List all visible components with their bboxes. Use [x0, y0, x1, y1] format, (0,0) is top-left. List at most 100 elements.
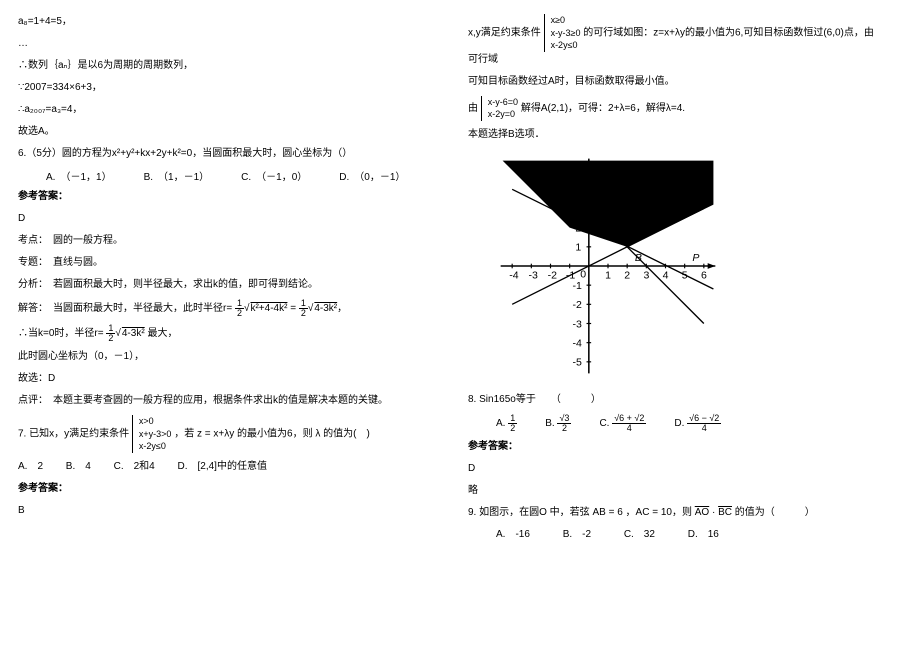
- feasible-region-graph: -4-3 -2-1 12 34 56 12 34 5 -1-2 -3-4 -5 …: [478, 151, 882, 384]
- q6-b: B. （1，－1）: [144, 168, 210, 183]
- jieda-suf: ，: [337, 303, 347, 314]
- q7-sys2: x+y-3>0: [139, 428, 172, 441]
- text: ∵2007=334×6+3，: [18, 80, 432, 96]
- q7-sys1: x>0: [139, 415, 172, 428]
- q7-choices: A. 2 B. 4 C. 2和4 D. [2,4]中的任意值: [18, 459, 432, 475]
- r3a: 由: [468, 103, 478, 114]
- kaodian: 考点： 圆的一般方程。: [18, 233, 432, 249]
- q9-ao: AO: [695, 507, 709, 518]
- r2: 可知目标函数经过A时，目标函数取得最小值。: [468, 74, 882, 90]
- answer-d-2: D: [468, 461, 882, 477]
- svg-text:-3: -3: [528, 269, 538, 281]
- rsys1: x≥0: [551, 14, 581, 27]
- q7-c-opt: C. 2和4: [114, 461, 155, 472]
- svg-text:4: 4: [575, 184, 581, 196]
- q9-choices: A. -16 B. -2 C. 32 D. 16: [496, 527, 882, 543]
- left-column: a₈=1+4=5， … ∴数列｛aₙ｝是以6为周期的周期数列， ∵2007=33…: [0, 0, 450, 651]
- q9-b-opt: B. -2: [563, 529, 591, 540]
- q8-d: D. √6 − √24: [674, 414, 721, 433]
- q9-a: 9. 如图示，在圆O 中，若弦: [468, 507, 592, 518]
- q7-b-opt: B. 4: [66, 461, 91, 472]
- answer-label: 参考答案：: [18, 189, 432, 205]
- svg-text:-4: -4: [509, 269, 519, 281]
- svg-text:3: 3: [575, 203, 581, 215]
- r1: x,y满足约束条件 x≥0 x-y-3≥0 x-2y≤0 的可行域如图：z=x+…: [468, 14, 882, 68]
- q8-a: A. 12: [496, 414, 517, 433]
- lue: 略: [468, 483, 882, 499]
- q6-choices: A. （－1，1） B. （1，－1） C. （－1，0） D. （0，－1）: [46, 168, 432, 183]
- q7-d-opt: D. [2,4]中的任意值: [178, 461, 267, 472]
- text: a₈=1+4=5，: [18, 14, 432, 30]
- frac-half-1: 12: [235, 299, 244, 318]
- q8-c: C. √6 + √24: [599, 414, 646, 433]
- q6-c: C. （－1，0）: [241, 168, 307, 183]
- q6-d: D. （0，－1）: [339, 168, 405, 183]
- k0-line: ∴当k=0时，半径r= 12√4-3k² 最大，: [18, 324, 432, 343]
- sqrt-3: 4-3k²: [121, 328, 145, 339]
- q7-a-opt: A. 2: [18, 461, 43, 472]
- q7-a: 7. 已知x，y满足约束条件: [18, 429, 129, 440]
- r4: 本题选择B选项．: [468, 127, 882, 143]
- svg-text:-2: -2: [573, 299, 583, 311]
- q9-ab: AB = 6: [592, 507, 622, 518]
- text: ∴数列｛aₙ｝是以6为周期的周期数列，: [18, 58, 432, 74]
- answer-b: B: [18, 503, 432, 519]
- label-p: P: [692, 252, 699, 264]
- jieda-pre: 解答： 当圆面积最大时，半径最大，此时半径r=: [18, 303, 232, 314]
- text: …: [18, 36, 432, 52]
- svg-text:-3: -3: [573, 318, 583, 330]
- guxuan-d: 故选：D: [18, 371, 432, 387]
- answer-label-3: 参考答案：: [468, 439, 882, 455]
- dianping: 点评： 本题主要考查圆的一般方程的应用，根据条件求出k的值是解决本题的关键。: [18, 393, 432, 409]
- question-9: 9. 如图示，在圆O 中，若弦 AB = 6 ，AC = 10，则 AO · B…: [468, 505, 882, 521]
- answer-d: D: [18, 211, 432, 227]
- q7-b: ，若 z = x+λy 的最小值为6，则 λ 的值为( ): [174, 429, 370, 440]
- rsys3: x-2y≤0: [551, 39, 581, 52]
- svg-text:1: 1: [605, 269, 611, 281]
- r-system: x≥0 x-y-3≥0 x-2y≤0: [544, 14, 581, 52]
- xinzuo: 此时圆心坐标为（0，－1），: [18, 349, 432, 365]
- sqrt-2: 4-3k²: [313, 303, 337, 314]
- graph-svg: -4-3 -2-1 12 34 56 12 34 5 -1-2 -3-4 -5 …: [478, 151, 738, 381]
- q9-b: 的值为（ ）: [735, 507, 815, 518]
- svg-text:5: 5: [682, 269, 688, 281]
- svg-text:2: 2: [624, 269, 630, 281]
- svg-text:0: 0: [580, 268, 586, 280]
- k0-b: 最大，: [147, 328, 177, 339]
- frac-half-3: 12: [106, 324, 115, 343]
- q8-b: B. √32: [545, 414, 571, 433]
- r3: 由 x-y-6=0 x-2y=0 解得A(2,1)，可得：2+λ=6，解得λ=4…: [468, 96, 882, 121]
- rsysA2: x-2y=0: [488, 108, 518, 121]
- rsysA1: x-y-6=0: [488, 96, 518, 109]
- svg-text:-2: -2: [548, 269, 558, 281]
- q7-system: x>0 x+y-3>0 x-2y≤0: [132, 415, 172, 453]
- q9-d-opt: D. 16: [688, 529, 719, 540]
- sqrt-1: k²+4-4k²: [249, 303, 287, 314]
- r-system-a: x-y-6=0 x-2y=0: [481, 96, 518, 121]
- rsys2: x-y-3≥0: [551, 27, 581, 40]
- q6-a: A. （－1，1）: [46, 168, 112, 183]
- svg-text:5: 5: [575, 165, 581, 177]
- q8-choices: A. 12 B. √32 C. √6 + √24 D. √6 − √24: [496, 414, 882, 433]
- svg-text:-4: -4: [573, 337, 583, 349]
- q9-bc: BC: [718, 507, 732, 518]
- svg-text:6: 6: [701, 269, 707, 281]
- answer-label-2: 参考答案：: [18, 481, 432, 497]
- question-6: 6.（5分）圆的方程为x²+y²+kx+2y+k²=0，当圆面积最大时，圆心坐标…: [18, 146, 432, 162]
- frac-half-2: 12: [299, 299, 308, 318]
- q7-sys3: x-2y≤0: [139, 440, 172, 453]
- svg-text:-5: -5: [573, 357, 583, 369]
- svg-text:2: 2: [575, 222, 581, 234]
- jieda: 解答： 当圆面积最大时，半径最大，此时半径r= 12√k²+4-4k² = 12…: [18, 299, 432, 318]
- r1a: x,y满足约束条件: [468, 28, 541, 39]
- question-8: 8. Sin165o等于 （ ）: [468, 392, 882, 408]
- k0-a: ∴当k=0时，半径r=: [18, 328, 104, 339]
- label-y: y: [594, 157, 601, 169]
- svg-text:3: 3: [643, 269, 649, 281]
- right-column: x,y满足约束条件 x≥0 x-y-3≥0 x-2y≤0 的可行域如图：z=x+…: [450, 0, 900, 651]
- svg-text:1: 1: [575, 242, 581, 254]
- question-7: 7. 已知x，y满足约束条件 x>0 x+y-3>0 x-2y≤0 ，若 z =…: [18, 415, 432, 453]
- svg-text:-1: -1: [573, 280, 583, 292]
- svg-text:4: 4: [663, 269, 669, 281]
- r3b: 解得A(2,1)，可得：2+λ=6，解得λ=4.: [521, 103, 685, 114]
